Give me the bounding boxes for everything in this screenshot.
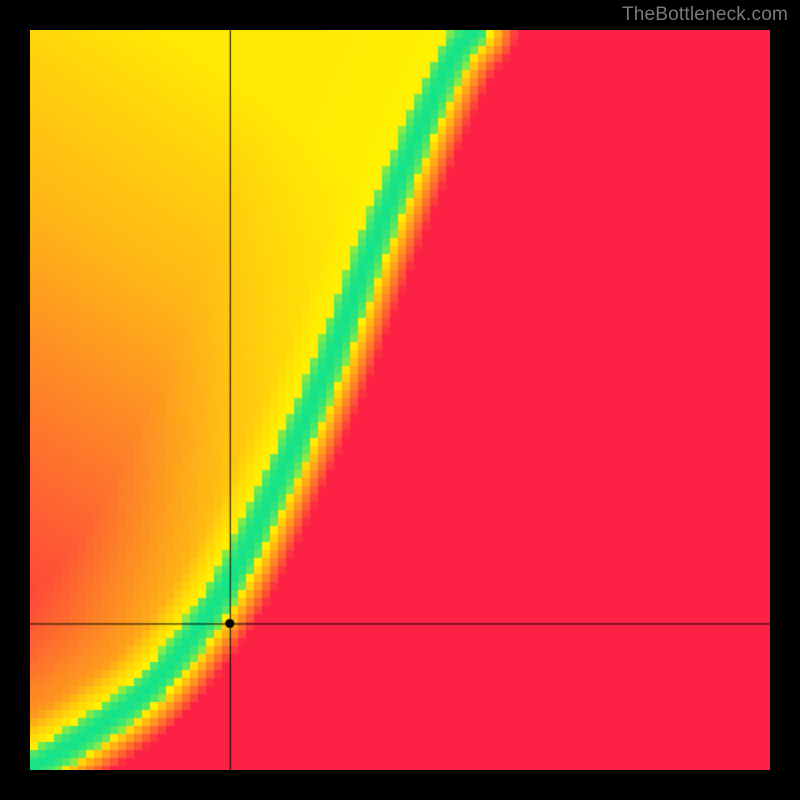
plot-area bbox=[30, 30, 770, 770]
heatmap-canvas bbox=[30, 30, 770, 770]
watermark-text: TheBottleneck.com bbox=[622, 4, 788, 26]
chart-container: TheBottleneck.com bbox=[0, 0, 800, 800]
